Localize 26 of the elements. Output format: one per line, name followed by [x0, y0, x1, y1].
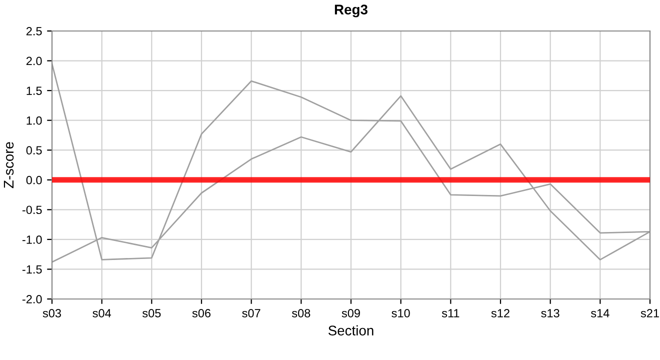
x-tick-label: s13: [541, 309, 560, 318]
x-tick-label: s21: [640, 309, 659, 318]
y-tick-label: -2.0: [22, 295, 42, 304]
x-tick-label: s05: [142, 309, 161, 318]
chart-title: Reg3: [334, 4, 368, 18]
y-tick-label: 2.5: [26, 27, 42, 36]
y-tick-label: 0.0: [26, 176, 42, 184]
y-tick-label: -1.5: [22, 265, 42, 274]
x-tick-label: s09: [342, 309, 360, 318]
x-tick-label: s08: [292, 309, 310, 318]
y-tick-label: 1.0: [26, 116, 42, 125]
y-tick-label: 2.0: [26, 56, 42, 66]
x-tick-label: s04: [92, 309, 112, 318]
x-tick-label: s10: [392, 309, 410, 318]
x-axis-title: Section: [328, 325, 374, 336]
y-tick-label: 1.5: [26, 86, 42, 95]
y-tick-label: -1.0: [22, 235, 42, 244]
x-tick-label: s07: [242, 309, 260, 318]
y-tick-label: 0.5: [26, 146, 42, 155]
y-tick-label: -0.5: [22, 206, 42, 214]
x-tick-label: s06: [192, 309, 210, 318]
x-tick-label: s03: [42, 309, 61, 318]
x-tick-label: s12: [491, 309, 510, 318]
x-tick-label: s11: [442, 309, 460, 318]
x-tick-label: s14: [590, 309, 610, 318]
y-axis-title: Z-score: [4, 142, 14, 188]
